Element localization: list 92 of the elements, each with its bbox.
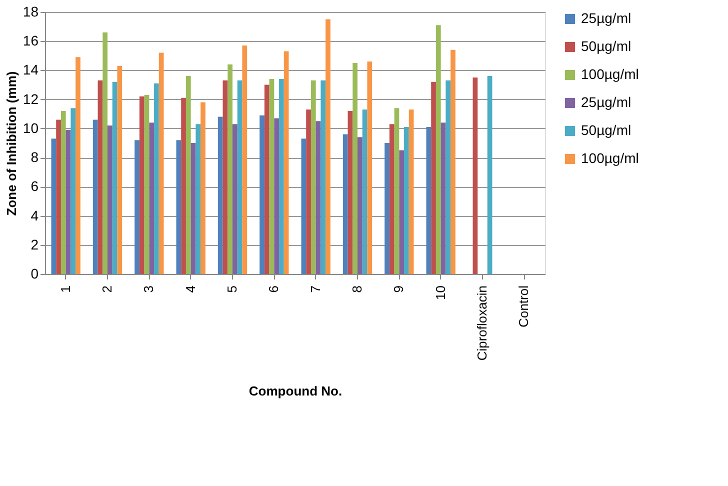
legend-label: 100µg/ml bbox=[581, 66, 639, 82]
bar bbox=[316, 121, 321, 274]
bar bbox=[440, 122, 446, 274]
legend-label: 25µg/ml bbox=[581, 94, 632, 110]
bar bbox=[487, 76, 492, 274]
bar bbox=[348, 110, 353, 274]
bar bbox=[394, 108, 400, 274]
bar bbox=[149, 122, 154, 274]
bar bbox=[76, 57, 80, 274]
y-tick-label: 4 bbox=[30, 207, 39, 224]
y-tick-label: 12 bbox=[22, 90, 39, 107]
bar bbox=[274, 118, 280, 274]
bar bbox=[320, 80, 326, 274]
bar bbox=[404, 126, 409, 274]
y-tick-label: 0 bbox=[30, 266, 39, 282]
bar bbox=[399, 150, 404, 274]
bar bbox=[310, 80, 316, 274]
bar bbox=[431, 82, 436, 274]
bar bbox=[98, 80, 103, 274]
bar bbox=[232, 124, 238, 274]
x-tick-label: 9 bbox=[391, 286, 406, 293]
bar bbox=[60, 110, 66, 274]
y-tick-label: 2 bbox=[30, 236, 39, 252]
x-tick-label: 7 bbox=[308, 286, 323, 293]
bar bbox=[190, 143, 196, 274]
bar bbox=[222, 80, 228, 274]
bar bbox=[139, 96, 144, 274]
x-tick-label: 6 bbox=[266, 286, 282, 293]
bar bbox=[186, 76, 191, 274]
bar bbox=[367, 61, 372, 274]
bar bbox=[228, 64, 232, 274]
x-tick-label: 5 bbox=[224, 286, 240, 293]
bar bbox=[200, 102, 206, 274]
legend-label: 50µg/ml bbox=[581, 122, 632, 138]
bar bbox=[92, 120, 98, 274]
bar bbox=[117, 66, 122, 274]
bar bbox=[284, 51, 289, 274]
y-tick-label: 18 bbox=[22, 4, 39, 20]
bar bbox=[436, 25, 441, 274]
bar bbox=[112, 82, 118, 274]
x-tick-label: 4 bbox=[182, 286, 198, 293]
bar bbox=[260, 115, 264, 274]
bar bbox=[158, 52, 164, 274]
bar bbox=[66, 130, 71, 274]
y-tick-label: 16 bbox=[22, 32, 39, 49]
bar bbox=[326, 19, 330, 274]
legend-label: 25µg/ml bbox=[581, 10, 632, 26]
x-tick-label: 2 bbox=[100, 286, 114, 293]
bar bbox=[56, 120, 61, 274]
y-tick-label: 10 bbox=[22, 120, 39, 136]
y-tick-label: 14 bbox=[22, 62, 39, 78]
bar bbox=[269, 78, 274, 274]
bar bbox=[218, 116, 223, 274]
bar bbox=[408, 110, 414, 274]
x-tick-label: 8 bbox=[350, 286, 364, 293]
bar bbox=[352, 62, 358, 274]
bar bbox=[154, 83, 159, 274]
y-axis-title: Zone of Inhibition (mm) bbox=[4, 71, 19, 216]
bar bbox=[389, 124, 394, 274]
bar bbox=[450, 50, 456, 274]
bar bbox=[362, 110, 368, 274]
bar bbox=[426, 126, 432, 274]
bar bbox=[134, 140, 140, 274]
legend-label: 100µg/ml bbox=[581, 150, 639, 166]
y-tick-label: 8 bbox=[30, 149, 39, 166]
bar bbox=[181, 98, 186, 274]
x-tick-label: 1 bbox=[58, 286, 73, 293]
x-tick-label: 10 bbox=[432, 286, 448, 300]
x-axis-title: Compound No. bbox=[248, 384, 342, 399]
bar bbox=[384, 143, 390, 274]
bar bbox=[358, 137, 362, 274]
bar bbox=[242, 45, 248, 274]
bar bbox=[102, 32, 108, 274]
x-tick-label: Control bbox=[516, 285, 532, 328]
bar bbox=[446, 80, 451, 274]
bar bbox=[176, 140, 182, 274]
bar bbox=[51, 138, 56, 274]
y-tick-label: 6 bbox=[30, 178, 39, 194]
x-tick-label: 3 bbox=[141, 286, 156, 293]
bar bbox=[301, 138, 306, 274]
bar bbox=[237, 80, 242, 274]
bar bbox=[70, 108, 76, 274]
bar bbox=[279, 78, 284, 274]
bar bbox=[264, 84, 270, 274]
bar bbox=[342, 134, 348, 274]
bar bbox=[196, 124, 201, 274]
legend-label: 50µg/ml bbox=[581, 38, 632, 54]
bar bbox=[472, 78, 478, 274]
bar bbox=[144, 94, 150, 274]
bar bbox=[306, 110, 311, 274]
x-tick-label: Ciprofloxacin bbox=[474, 286, 490, 361]
bar bbox=[108, 126, 112, 274]
